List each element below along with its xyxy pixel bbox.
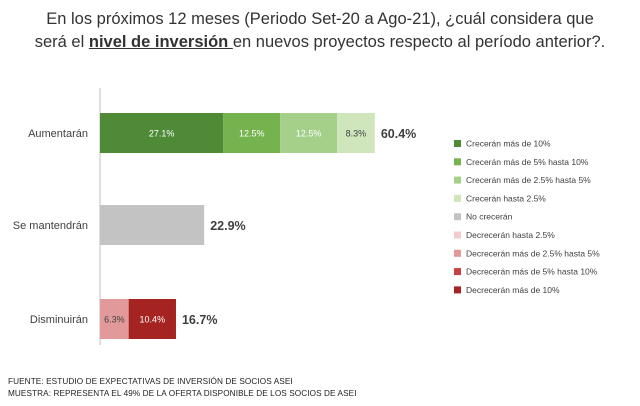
bar-segment-aumentaran-creceran-mas-de-2-5-hasta-5	[280, 113, 338, 153]
data-label-aumentaran-2: 12.5%	[296, 129, 322, 139]
legend-label-creceran-mas-de-2-5-hasta-5: Crecerán más de 2.5% hasta 5%	[466, 175, 591, 185]
total-label-se-mantendran: 22.9%	[210, 219, 245, 233]
legend-label-decreceran-hasta-2-5: Decrecerán hasta 2.5%	[466, 230, 555, 240]
chart-title-line-2-start: será el	[34, 33, 89, 51]
chart-title: En los próximos 12 meses (Periodo Set-20…	[0, 8, 640, 54]
data-label-disminuiran-0: 6.3%	[104, 315, 125, 325]
legend-swatch-decreceran-mas-de-5-hasta-10	[454, 268, 461, 276]
footer-source: FUENTE: ESTUDIO DE EXPECTATIVAS DE INVER…	[8, 377, 293, 386]
legend-swatch-creceran-mas-de-10	[454, 140, 461, 147]
legend-label-no-creceran: No crecerán	[466, 212, 513, 222]
legend-label-creceran-mas-de-10: Crecerán más de 10%	[466, 139, 551, 149]
stacked-bar-chart: Aumentarán 27.1% 12.5% 12.5% 8.3% 60.4% Se man…	[13, 88, 600, 345]
chart-footer: FUENTE: ESTUDIO DE EXPECTATIVAS DE INVER…	[8, 376, 357, 400]
legend-swatch-creceran-hasta-2-5	[454, 194, 461, 202]
data-label-disminuiran-1: 10.4%	[140, 315, 166, 325]
chart-title-line-1: En los próximos 12 meses (Periodo Set-20…	[46, 10, 594, 28]
data-label-aumentaran-3: 8.3%	[346, 129, 367, 139]
legend-swatch-decreceran-mas-de-10	[454, 286, 461, 294]
legend-label-creceran-mas-de-5-hasta-10: Crecerán más de 5% hasta 10%	[466, 157, 589, 167]
legend-label-creceran-hasta-2-5: Crecerán hasta 2.5%	[466, 193, 546, 203]
category-label-aumentaran: Aumentarán	[28, 128, 88, 140]
bar-segment-disminuiran-decreceran-mas-de-10	[128, 299, 176, 339]
legend-label-decreceran-mas-de-2-5-hasta-5: Decrecerán más de 2.5% hasta 5%	[466, 248, 600, 258]
data-label-aumentaran-1: 12.5%	[239, 129, 265, 139]
legend-swatch-creceran-mas-de-2-5-hasta-5	[454, 176, 461, 184]
bar-segment-aumentaran-creceran-hasta-2-5	[337, 113, 375, 153]
chart-title-highlight: nivel de inversión	[88, 33, 233, 51]
bar-segment-aumentaran-creceran-mas-de-10	[100, 113, 224, 153]
legend-label-decreceran-mas-de-10: Decrecerán más de 10%	[466, 285, 560, 295]
bar-segment-se-mantendran-no-creceran	[100, 205, 205, 245]
bar-segment-disminuiran-decreceran-mas-de-2-5-hasta-5	[100, 299, 129, 339]
legend-swatch-creceran-mas-de-5-hasta-10	[454, 158, 461, 166]
chart-title-line-2-end: en nuevos proyectos respecto al período …	[232, 33, 606, 51]
chart-title-line-2: será el nivel de inversión en nuevos pro…	[0, 31, 640, 54]
total-label-aumentaran: 60.4%	[381, 127, 416, 141]
legend-label-decreceran-mas-de-5-hasta-10: Decrecerán más de 5% hasta 10%	[466, 267, 598, 277]
legend-swatch-decreceran-mas-de-2-5-hasta-5	[454, 249, 461, 257]
total-label-disminuiran: 16.7%	[182, 313, 217, 327]
bar-segment-aumentaran-creceran-mas-de-5-hasta-10	[223, 113, 281, 153]
legend-swatch-decreceran-hasta-2-5	[454, 231, 461, 239]
footer-sample: MUESTRA: REPRESENTA EL 49% DE LA OFERTA …	[8, 389, 357, 398]
category-label-disminuiran: Disminuirán	[30, 314, 88, 326]
category-label-se-mantendran: Se mantendrán	[13, 220, 88, 232]
legend-swatch-no-creceran	[454, 213, 461, 221]
data-label-aumentaran-0: 27.1%	[149, 129, 175, 139]
